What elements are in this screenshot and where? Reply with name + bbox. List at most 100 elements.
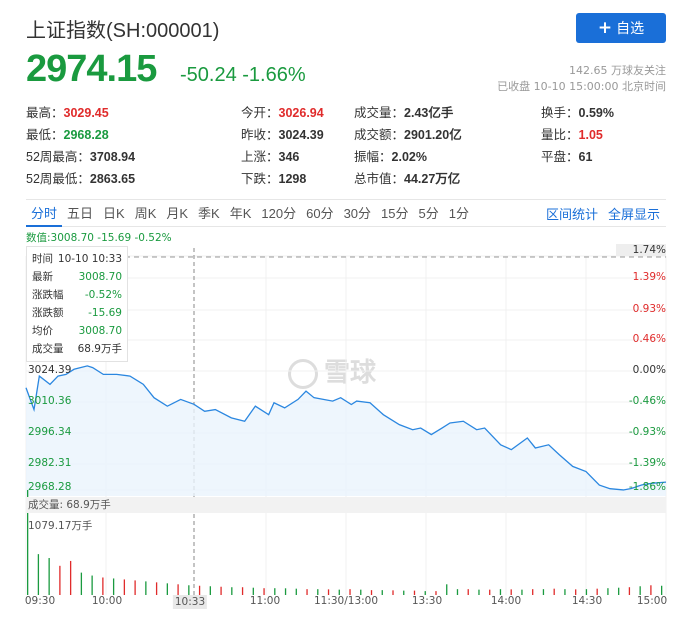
- stat-item: 上涨：346: [241, 146, 299, 165]
- tab-9[interactable]: 30分: [343, 205, 372, 221]
- volume-bar: [521, 589, 523, 595]
- stat-label: 今开：: [241, 106, 279, 120]
- volume-bar: [188, 585, 190, 595]
- tooltip-label: 均价: [32, 325, 53, 337]
- tab-6[interactable]: 年K: [229, 205, 252, 221]
- fullscreen-link[interactable]: 全屏显示: [607, 206, 660, 222]
- x-axis-label: 10:00: [91, 595, 123, 607]
- page-title: 上证指数(SH:000001): [26, 20, 220, 42]
- volume-bar: [231, 587, 233, 595]
- volume-bar: [403, 590, 405, 595]
- stat-value: 2901.20亿: [404, 128, 462, 142]
- stat-label: 平盘：: [541, 150, 579, 164]
- volume-bar: [166, 583, 168, 595]
- volume-bar: [112, 578, 115, 595]
- y-axis-right-label: -1.39%: [628, 457, 666, 469]
- plus-icon: +: [597, 18, 613, 38]
- volume-bar: [542, 589, 545, 595]
- x-axis-label: 09:30: [24, 595, 56, 607]
- y-axis-right-label: 0.46%: [632, 333, 666, 345]
- tab-3[interactable]: 周K: [134, 205, 157, 221]
- stat-label: 成交量：: [354, 106, 405, 120]
- stat-item: 昨收：3024.39: [241, 124, 324, 143]
- volume-bar: [177, 584, 179, 595]
- volume-bar: [435, 591, 437, 595]
- stat-item: 平盘：61: [541, 146, 592, 165]
- stat-label: 昨收：: [241, 128, 279, 142]
- stat-label: 最低：: [26, 128, 64, 142]
- tooltip-label: 时间: [32, 253, 53, 265]
- volume-bar: [575, 589, 577, 595]
- x-axis-label: 11:30/13:00: [313, 595, 379, 607]
- y-axis-right-label: 1.74%: [616, 244, 666, 256]
- stat-value: 2863.65: [89, 172, 136, 186]
- volume-bar: [317, 589, 319, 595]
- volume-bar: [467, 589, 469, 595]
- x-axis-label: 11:00: [249, 595, 281, 607]
- stat-value: 346: [278, 150, 300, 164]
- x-axis-label: 10:33: [172, 595, 208, 609]
- tab-7[interactable]: 120分: [261, 205, 297, 221]
- stat-label: 总市值：: [354, 172, 405, 186]
- tab-5[interactable]: 季K: [198, 205, 220, 221]
- add-button-label: 自选: [616, 21, 645, 37]
- volume-bar: [284, 588, 287, 595]
- volume-bar: [510, 589, 512, 595]
- volume-bar: [295, 588, 297, 595]
- stat-label: 振幅：: [354, 150, 392, 164]
- price-change: -50.24 -1.66%: [180, 64, 306, 86]
- volume-bar: [456, 589, 459, 595]
- tooltip-label: 涨跌幅: [32, 289, 64, 301]
- stat-item: 成交额：2901.20亿: [354, 124, 462, 143]
- volume-bar: [661, 585, 663, 595]
- tabs-right: 区间统计 全屏显示: [546, 204, 666, 223]
- stat-item: 最高：3029.45: [26, 102, 109, 121]
- tab-11[interactable]: 5分: [418, 205, 439, 221]
- volume-bar: [123, 579, 126, 595]
- price-line: [25, 365, 667, 491]
- range-stats-link[interactable]: 区间统计: [545, 206, 598, 222]
- volume-bar: [381, 590, 383, 595]
- stat-label: 下跌：: [241, 172, 279, 186]
- tooltip-label: 涨跌额: [32, 307, 64, 319]
- y-axis-right-label: -1.86%: [628, 481, 666, 493]
- tooltip-row: 涨跌额 -15.69: [32, 304, 122, 322]
- tab-4[interactable]: 月K: [166, 205, 189, 221]
- volume-bar: [306, 589, 308, 595]
- tooltip-label: 成交量: [32, 343, 64, 355]
- volume-bar: [564, 589, 566, 595]
- tab-12[interactable]: 1分: [448, 205, 469, 221]
- y-axis-right-label: -0.93%: [628, 426, 666, 438]
- tab-10[interactable]: 15分: [381, 205, 409, 221]
- stat-label: 最高：: [26, 106, 64, 120]
- stat-value: 1.05: [578, 128, 603, 142]
- volume-bar: [241, 587, 244, 595]
- volume-bar: [274, 588, 276, 595]
- volume-bar: [607, 588, 609, 595]
- volume-bar: [263, 588, 265, 595]
- watermark-text: 雪球: [324, 358, 377, 388]
- tooltip-value: -15.69: [88, 307, 122, 319]
- stat-item: 下跌：1298: [241, 168, 306, 187]
- volume-bar: [553, 588, 555, 595]
- tab-1[interactable]: 五日: [67, 205, 94, 221]
- tab-2[interactable]: 日K: [103, 205, 125, 221]
- stat-value: 2968.28: [63, 128, 109, 142]
- xueqiu-watermark: 雪球: [288, 352, 376, 389]
- volume-bar: [446, 584, 448, 595]
- add-to-watchlist-button[interactable]: + 自选: [576, 13, 666, 43]
- volume-band: 成交量: 68.9万手: [26, 497, 666, 513]
- market-status: 已收盘 10-10 15:00:00 北京时间: [497, 80, 666, 93]
- tab-8[interactable]: 60分: [306, 205, 334, 221]
- stat-value: 2.43亿手: [404, 106, 454, 120]
- volume-bar: [338, 589, 340, 595]
- tab-0[interactable]: 分时: [26, 200, 63, 227]
- volume-bar: [585, 589, 588, 595]
- tooltip-row: 均价 3008.70: [32, 322, 122, 340]
- y-axis-right-label: 1.39%: [632, 271, 666, 283]
- stat-value: 0.59%: [578, 106, 614, 120]
- stat-value: 3708.94: [89, 150, 136, 164]
- stat-item: 总市值：44.27万亿: [354, 168, 460, 187]
- stat-item: 成交量：2.43亿手: [354, 102, 453, 121]
